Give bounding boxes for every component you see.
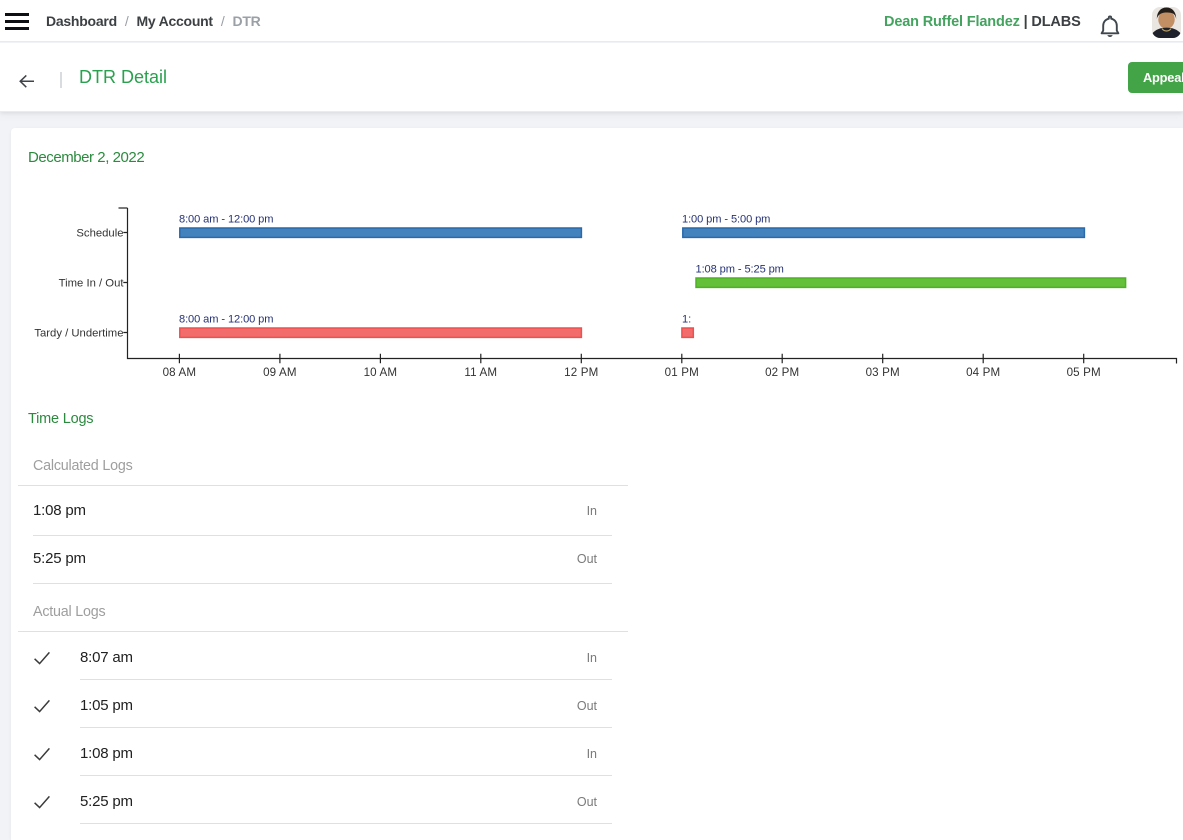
svg-text:Tardy / Undertime: Tardy / Undertime [34, 328, 123, 340]
svg-text:03 PM: 03 PM [866, 366, 900, 379]
svg-text:12 PM: 12 PM [564, 366, 598, 379]
svg-text:04 PM: 04 PM [966, 366, 1000, 379]
svg-text:05 PM: 05 PM [1067, 366, 1101, 379]
svg-text:Schedule: Schedule [76, 228, 123, 240]
svg-text:08 AM: 08 AM [163, 366, 197, 379]
svg-text:8:00 am - 12:00 pm: 8:00 am - 12:00 pm [179, 214, 273, 226]
svg-text:1:00 pm - 5:00 pm: 1:00 pm - 5:00 pm [682, 214, 770, 226]
svg-text:01 PM: 01 PM [665, 366, 699, 379]
svg-text:1:: 1: [682, 314, 691, 326]
svg-text:Time In / Out: Time In / Out [59, 278, 125, 290]
svg-text:02 PM: 02 PM [765, 366, 799, 379]
svg-text:1:08 pm - 5:25 pm: 1:08 pm - 5:25 pm [696, 264, 784, 276]
svg-text:09 AM: 09 AM [263, 366, 297, 379]
svg-text:10 AM: 10 AM [364, 366, 398, 379]
svg-text:8:00 am - 12:00 pm: 8:00 am - 12:00 pm [179, 314, 273, 326]
svg-text:11 AM: 11 AM [464, 366, 497, 379]
